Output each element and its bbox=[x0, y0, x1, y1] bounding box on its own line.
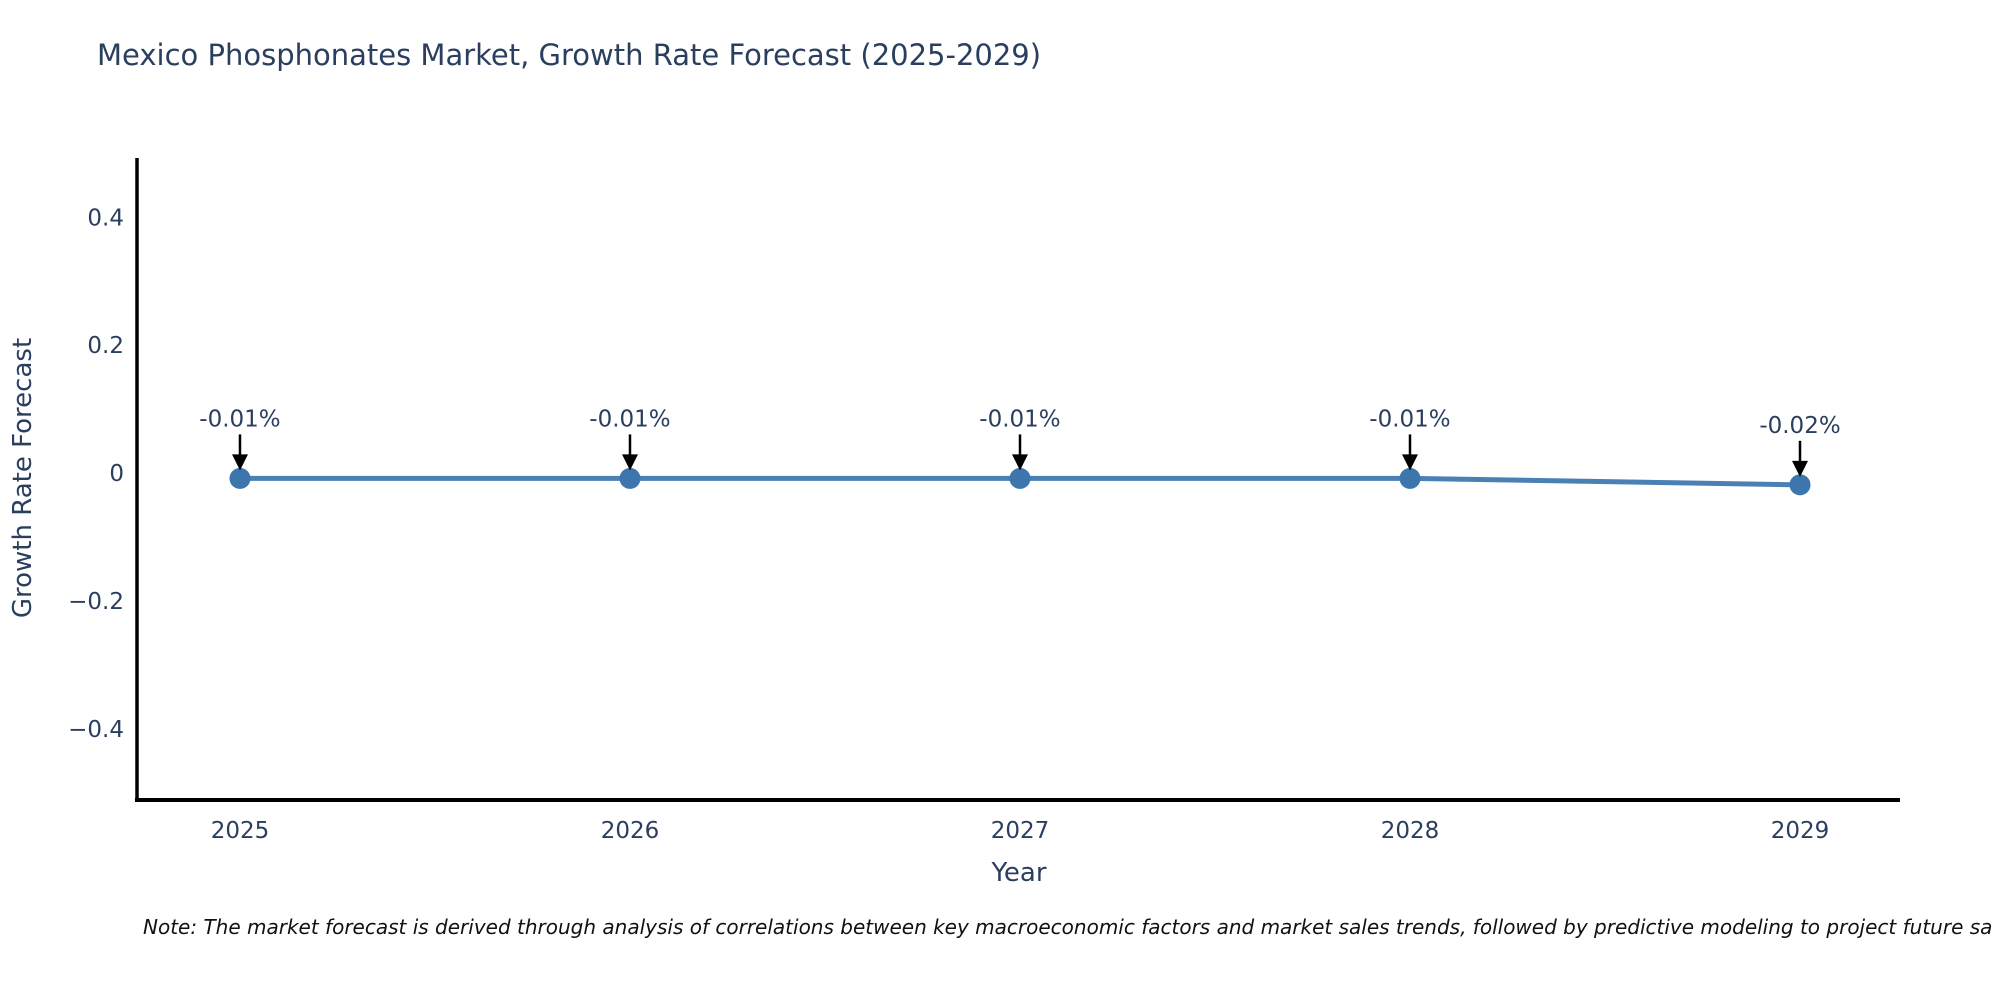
annotation-arrow-head bbox=[1792, 460, 1809, 477]
y-tick-label: −0.2 bbox=[68, 589, 124, 615]
point-annotation-label: -0.01% bbox=[979, 406, 1060, 432]
data-point bbox=[1009, 467, 1031, 489]
y-tick-label: 0 bbox=[109, 461, 124, 487]
x-tick-label: 2025 bbox=[211, 818, 270, 844]
point-annotation-label: -0.01% bbox=[589, 406, 670, 432]
annotation-arrow-head bbox=[231, 454, 248, 471]
y-tick-label: −0.4 bbox=[68, 717, 124, 743]
data-point bbox=[1399, 467, 1421, 489]
x-tick-label: 2027 bbox=[991, 818, 1050, 844]
x-axis-title: Year bbox=[991, 858, 1047, 888]
annotation-arrow-head bbox=[621, 454, 638, 471]
data-point bbox=[1789, 474, 1811, 496]
chart-title: Mexico Phosphonates Market, Growth Rate … bbox=[97, 38, 1042, 72]
footnote: Note: The market forecast is derived thr… bbox=[143, 915, 1993, 939]
y-tick-label: 0.2 bbox=[87, 333, 124, 359]
data-point bbox=[619, 467, 641, 489]
data-point bbox=[229, 467, 251, 489]
x-tick-label: 2026 bbox=[601, 818, 660, 844]
x-tick-label: 2028 bbox=[1381, 818, 1440, 844]
annotation-arrow-head bbox=[1401, 454, 1418, 471]
annotation-arrow-head bbox=[1011, 454, 1028, 471]
y-tick-label: 0.4 bbox=[87, 205, 124, 231]
point-annotation-label: -0.01% bbox=[199, 406, 280, 432]
point-annotation-label: -0.02% bbox=[1759, 413, 1840, 439]
x-tick-label: 2029 bbox=[1771, 818, 1830, 844]
point-annotation-label: -0.01% bbox=[1369, 406, 1450, 432]
